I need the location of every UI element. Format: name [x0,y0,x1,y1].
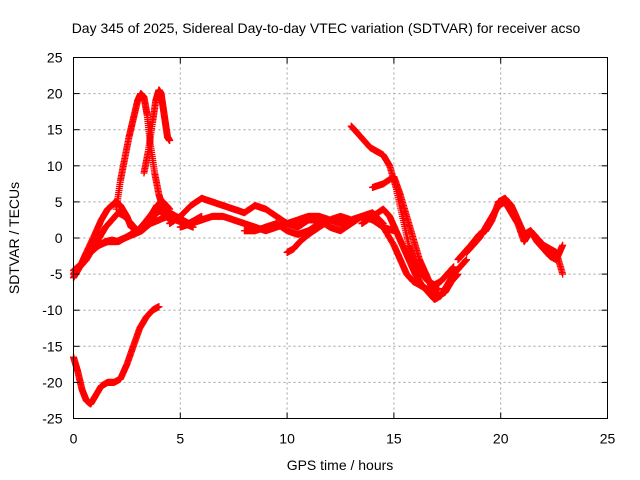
series-mid-2 [176,212,398,235]
series-low-arc [70,303,163,408]
x-tick-label: 5 [176,431,184,447]
series-desc-4 [379,223,443,296]
y-tick-label: 15 [47,122,63,138]
data-points [70,86,567,408]
y-tick-label: 25 [47,50,63,66]
data-point [559,270,567,278]
y-tick-label: -10 [42,302,62,318]
data-point [155,303,163,311]
series-desc-3 [369,173,462,300]
y-axis-label: SDTVAR / TECUs [6,182,22,294]
y-tick-label: 20 [47,86,63,102]
series-mid-4 [283,216,334,256]
x-tick-label: 15 [386,431,402,447]
x-axis-label: GPS time / hours [287,457,394,473]
data-point [559,241,567,249]
data-point [166,205,174,213]
x-tick-label: 25 [600,431,616,447]
series-peak-2 [140,86,174,177]
data-point [159,205,167,213]
series-peak-1 [112,90,167,213]
x-tick-label: 0 [70,431,78,447]
y-tick-label: 10 [47,158,63,174]
chart-title: Day 345 of 2025, Sidereal Day-to-day VTE… [72,20,581,36]
axes: 0 5 10 15 20 25 -25 -20 -15 -10 -5 0 5 10 15 20 25 [42,50,615,447]
data-point [450,263,458,271]
y-tick-label: -5 [50,266,63,282]
y-tick-label: -25 [42,411,62,427]
data-point [463,256,471,264]
grid-lines [73,57,608,419]
x-tick-label: 10 [279,431,295,447]
y-tick-label: -20 [42,374,62,390]
x-tick-label: 20 [493,431,509,447]
data-point [326,216,334,224]
y-tick-label: 5 [55,194,63,210]
series-late-2 [463,198,567,264]
data-point [454,270,462,278]
data-point [347,216,355,224]
y-tick-label: 0 [55,230,63,246]
series-desc-1 [347,122,458,289]
data-point [166,137,174,145]
y-tick-label: -15 [42,338,62,354]
data-point [435,285,443,293]
plot-frame [73,57,608,419]
